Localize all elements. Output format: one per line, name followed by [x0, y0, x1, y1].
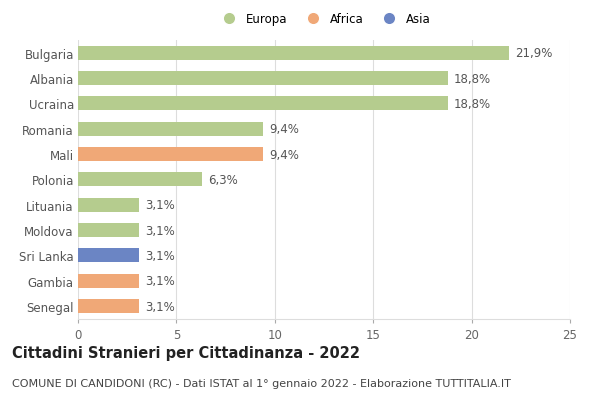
Bar: [78, 47, 509, 61]
Text: 6,3%: 6,3%: [208, 173, 238, 187]
Bar: [78, 72, 448, 86]
Text: Cittadini Stranieri per Cittadinanza - 2022: Cittadini Stranieri per Cittadinanza - 2…: [12, 346, 360, 361]
Text: 3,1%: 3,1%: [145, 300, 175, 313]
Text: 18,8%: 18,8%: [454, 72, 491, 85]
Text: 9,4%: 9,4%: [269, 123, 299, 136]
Bar: [78, 224, 139, 238]
Text: 3,1%: 3,1%: [145, 274, 175, 288]
Text: 21,9%: 21,9%: [515, 47, 552, 60]
Text: 3,1%: 3,1%: [145, 249, 175, 262]
Legend: Europa, Africa, Asia: Europa, Africa, Asia: [214, 9, 434, 29]
Bar: [78, 122, 263, 136]
Text: 3,1%: 3,1%: [145, 199, 175, 212]
Text: COMUNE DI CANDIDONI (RC) - Dati ISTAT al 1° gennaio 2022 - Elaborazione TUTTITAL: COMUNE DI CANDIDONI (RC) - Dati ISTAT al…: [12, 378, 511, 388]
Text: 3,1%: 3,1%: [145, 224, 175, 237]
Text: 18,8%: 18,8%: [454, 98, 491, 110]
Bar: [78, 299, 139, 313]
Bar: [78, 173, 202, 187]
Text: 9,4%: 9,4%: [269, 148, 299, 161]
Bar: [78, 249, 139, 263]
Bar: [78, 274, 139, 288]
Bar: [78, 198, 139, 212]
Bar: [78, 97, 448, 111]
Bar: [78, 148, 263, 162]
